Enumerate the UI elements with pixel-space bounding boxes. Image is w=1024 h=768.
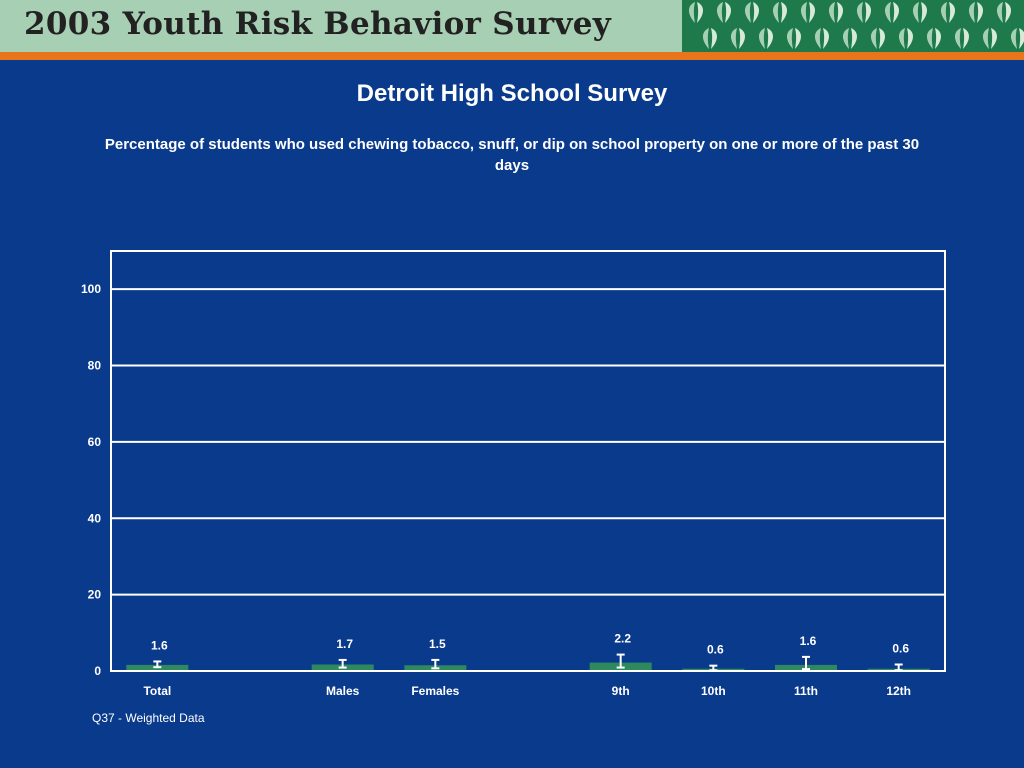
y-tick-label: 20 xyxy=(88,588,102,602)
y-tick-label: 40 xyxy=(88,511,102,525)
banner-title: 2003 Youth Risk Behavior Survey xyxy=(24,6,612,42)
leaf-icon xyxy=(842,28,858,49)
leaf-icon xyxy=(758,28,774,49)
leaf-icon xyxy=(870,28,886,49)
error-bar xyxy=(709,664,718,672)
page-title: Detroit High School Survey xyxy=(356,80,668,107)
leaf-icon xyxy=(688,2,704,23)
data-label: 0.6 xyxy=(707,643,724,657)
x-tick-label: 10th xyxy=(701,684,726,698)
x-tick-label: 9th xyxy=(612,684,630,698)
leaf-icon xyxy=(926,28,942,49)
leaf-icon xyxy=(940,2,956,23)
x-tick-label: 11th xyxy=(794,684,818,698)
error-bar xyxy=(338,658,347,669)
footnote: Q37 - Weighted Data xyxy=(92,711,205,725)
leaf-icon xyxy=(716,2,732,23)
leaf-icon xyxy=(772,2,788,23)
leaf-icon xyxy=(954,28,970,49)
data-label: 1.6 xyxy=(151,638,168,652)
y-tick-label: 100 xyxy=(81,282,101,296)
header-banner: 2003 Youth Risk Behavior Survey xyxy=(0,0,1024,52)
leaf-icon xyxy=(730,28,746,49)
y-tick-label: 60 xyxy=(88,435,102,449)
header-divider xyxy=(0,52,1024,60)
leaf-icon xyxy=(814,28,830,49)
x-tick-label: Males xyxy=(326,684,360,698)
leaf-icon xyxy=(968,2,984,23)
leaf-icon xyxy=(912,2,928,23)
x-tick-label: Total xyxy=(143,684,171,698)
data-label: 0.6 xyxy=(892,642,909,656)
error-bar xyxy=(431,658,440,670)
leaf-icon xyxy=(702,28,718,49)
leaf-icon xyxy=(884,2,900,23)
y-tick-label: 80 xyxy=(88,359,102,373)
leaf-icon xyxy=(982,28,998,49)
leaf-icon xyxy=(898,28,914,49)
leaf-icon xyxy=(856,2,872,23)
leaf-icon xyxy=(786,28,802,49)
data-label: 1.6 xyxy=(800,634,817,648)
error-bar xyxy=(616,653,625,669)
plot-frame xyxy=(110,250,946,672)
error-bar xyxy=(802,655,810,671)
leaf-icon xyxy=(800,2,816,23)
error-bar xyxy=(894,663,903,672)
leaf-icon xyxy=(996,2,1012,23)
data-label: 1.5 xyxy=(429,637,446,651)
y-tick-label: 0 xyxy=(94,664,101,678)
leaf-pattern-icon xyxy=(682,0,1024,52)
data-label: 2.2 xyxy=(614,632,631,646)
leaf-icon xyxy=(744,2,760,23)
data-label: 1.7 xyxy=(336,637,353,651)
error-bar xyxy=(153,660,162,669)
leaf-icon xyxy=(1010,28,1024,49)
chart-subtitle: Percentage of students who used chewing … xyxy=(104,136,920,174)
x-tick-label: Females xyxy=(411,684,459,698)
leaf-icon xyxy=(828,2,844,23)
x-tick-label: 12th xyxy=(886,684,911,698)
